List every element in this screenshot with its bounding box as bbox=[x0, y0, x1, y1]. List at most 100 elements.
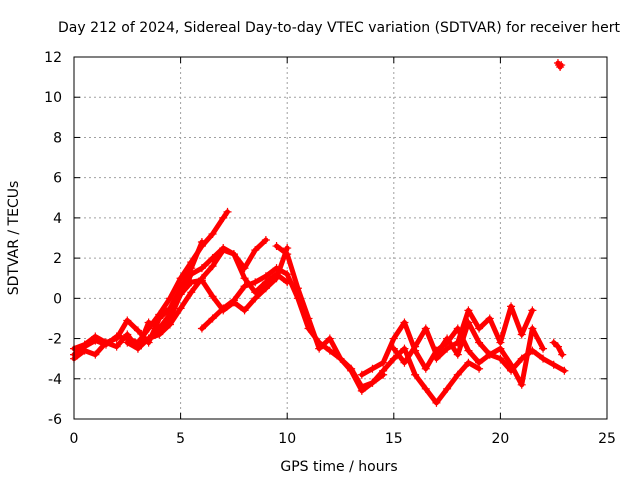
data-point bbox=[229, 250, 238, 259]
data-point bbox=[219, 213, 228, 222]
data-point bbox=[165, 320, 174, 329]
series-arc-9 bbox=[389, 318, 548, 389]
data-point bbox=[219, 246, 228, 255]
data-point bbox=[453, 338, 462, 347]
data-point bbox=[556, 63, 565, 72]
data-point bbox=[315, 344, 324, 353]
data-point bbox=[101, 338, 110, 347]
data-point bbox=[485, 314, 494, 323]
data-point bbox=[389, 344, 398, 353]
data-point bbox=[485, 350, 494, 359]
data-point bbox=[240, 282, 249, 291]
data-point bbox=[272, 274, 281, 283]
data-point bbox=[223, 207, 232, 216]
data-point bbox=[432, 354, 441, 363]
data-point bbox=[208, 229, 217, 238]
data-point bbox=[144, 318, 153, 327]
data-point bbox=[133, 344, 142, 353]
x-tick-label: 0 bbox=[70, 431, 79, 447]
data-point bbox=[261, 236, 270, 245]
data-point bbox=[176, 304, 185, 313]
data-point bbox=[240, 274, 249, 283]
grid bbox=[74, 57, 607, 419]
y-tick-label: 0 bbox=[53, 291, 62, 307]
data-point bbox=[453, 370, 462, 379]
data-point bbox=[507, 360, 516, 369]
x-tick-label: 20 bbox=[491, 431, 509, 447]
data-point bbox=[123, 316, 132, 325]
series-arc-5 bbox=[144, 244, 292, 343]
data-point bbox=[453, 350, 462, 359]
data-point bbox=[197, 238, 206, 247]
data-point bbox=[304, 314, 313, 323]
y-tick-label: -4 bbox=[48, 372, 62, 388]
data-point bbox=[496, 354, 505, 363]
data-point bbox=[496, 338, 505, 347]
data-point bbox=[400, 318, 409, 327]
data-point bbox=[251, 278, 260, 287]
y-tick-label: 6 bbox=[53, 171, 62, 187]
data-point bbox=[229, 296, 238, 305]
data-point bbox=[187, 288, 196, 297]
data-point bbox=[389, 354, 398, 363]
data-point bbox=[251, 294, 260, 303]
data-point bbox=[389, 334, 398, 343]
data-point bbox=[261, 284, 270, 293]
data-point bbox=[112, 334, 121, 343]
data-point bbox=[272, 264, 281, 273]
data-point bbox=[368, 378, 377, 387]
data-point bbox=[528, 324, 537, 333]
data-point bbox=[517, 330, 526, 339]
data-point bbox=[272, 242, 281, 251]
series-outlier bbox=[553, 59, 566, 72]
axis-ticks: 0 5 10 15 20 25 -6 -4 -2 0 2 4 6 8 10 12 bbox=[44, 50, 616, 447]
data-point bbox=[80, 346, 89, 355]
x-tick-label: 5 bbox=[176, 431, 185, 447]
data-point bbox=[165, 310, 174, 319]
data-point bbox=[325, 346, 334, 355]
data-point bbox=[379, 366, 388, 375]
data-point bbox=[517, 380, 526, 389]
data-point bbox=[347, 366, 356, 375]
data-point bbox=[283, 250, 292, 259]
data-point bbox=[325, 334, 334, 343]
data-point bbox=[528, 306, 537, 315]
data-point bbox=[219, 304, 228, 313]
data-point bbox=[357, 386, 366, 395]
data-point bbox=[283, 270, 292, 279]
data-point bbox=[91, 350, 100, 359]
data-point bbox=[464, 358, 473, 367]
y-tick-label: 4 bbox=[53, 211, 62, 227]
data-point bbox=[400, 358, 409, 367]
data-point bbox=[539, 344, 548, 353]
data-point bbox=[475, 338, 484, 347]
data-point bbox=[411, 370, 420, 379]
data-point bbox=[475, 358, 484, 367]
data-point bbox=[187, 270, 196, 279]
y-tick-label: -2 bbox=[48, 332, 62, 348]
y-tick-label: 8 bbox=[53, 130, 62, 146]
data-point bbox=[549, 338, 558, 347]
data-point bbox=[549, 360, 558, 369]
data-point bbox=[357, 370, 366, 379]
data-point bbox=[261, 272, 270, 281]
data-point bbox=[112, 342, 121, 351]
data-point bbox=[411, 342, 420, 351]
x-tick-label: 15 bbox=[385, 431, 403, 447]
data-point bbox=[421, 364, 430, 373]
data-point bbox=[144, 334, 153, 343]
series-line bbox=[71, 209, 231, 358]
data-point bbox=[560, 366, 569, 375]
data-point bbox=[155, 314, 164, 323]
series-arc-7 bbox=[272, 242, 484, 407]
data-point bbox=[197, 276, 206, 285]
data-point bbox=[123, 330, 132, 339]
data-point bbox=[251, 246, 260, 255]
data-point bbox=[539, 354, 548, 363]
data-point bbox=[507, 302, 516, 311]
data-point bbox=[443, 384, 452, 393]
data-point bbox=[197, 324, 206, 333]
y-tick-label: -6 bbox=[48, 412, 62, 428]
data-point bbox=[475, 324, 484, 333]
